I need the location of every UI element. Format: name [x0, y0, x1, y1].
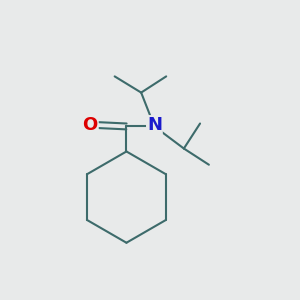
- Text: N: N: [147, 116, 162, 134]
- Text: O: O: [82, 116, 98, 134]
